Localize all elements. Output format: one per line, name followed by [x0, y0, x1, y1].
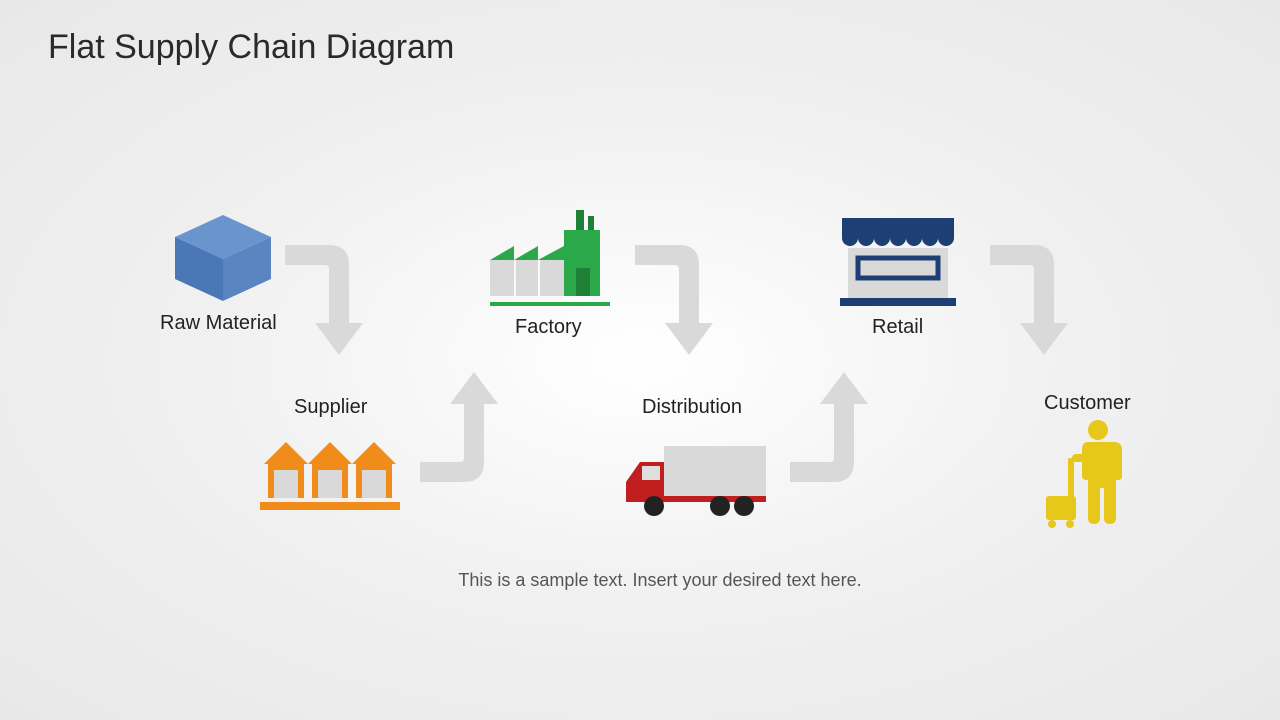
- supplier-icon: [260, 436, 400, 514]
- node-customer: [1040, 418, 1140, 528]
- diagram-stage: Raw Material Factory: [0, 0, 1280, 720]
- factory-icon: [490, 210, 610, 306]
- arrow-retail-customer: [990, 245, 1068, 355]
- node-retail: [840, 218, 956, 308]
- arrow-factory-distribution: [635, 245, 713, 355]
- retail-icon: [840, 218, 956, 308]
- label-supplier: Supplier: [294, 396, 367, 419]
- label-retail: Retail: [872, 316, 923, 339]
- label-distribution: Distribution: [642, 396, 742, 419]
- label-factory: Factory: [515, 316, 582, 339]
- node-supplier: [260, 436, 400, 514]
- label-customer: Customer: [1044, 392, 1131, 415]
- arrow-distribution-retail: [790, 372, 868, 482]
- caption-text: This is a sample text. Insert your desir…: [450, 568, 870, 592]
- box-icon: [175, 215, 271, 301]
- node-factory: [490, 210, 610, 306]
- truck-icon: [620, 440, 770, 520]
- label-raw-material: Raw Material: [160, 312, 277, 335]
- node-raw-material: [175, 215, 271, 301]
- arrow-rawmaterial-supplier: [285, 245, 363, 355]
- arrow-supplier-factory: [420, 372, 498, 482]
- node-distribution: [620, 440, 770, 520]
- customer-icon: [1040, 418, 1140, 528]
